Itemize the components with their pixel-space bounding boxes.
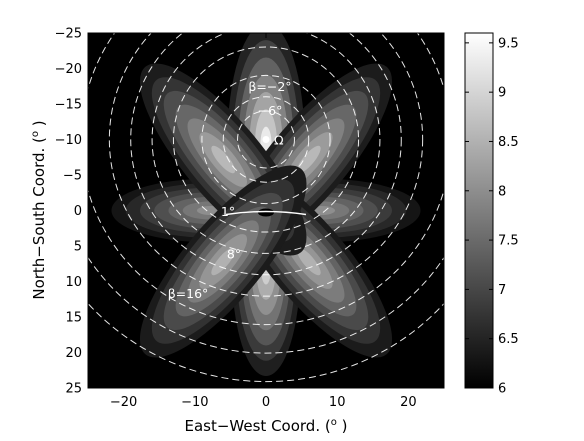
beta-contour bbox=[88, 33, 444, 326]
beta-contour bbox=[222, 96, 310, 183]
x-tick-label: 20 bbox=[400, 395, 417, 410]
y-tick-label: −15 bbox=[55, 98, 82, 113]
y-tick-label: 15 bbox=[65, 311, 82, 326]
lobe-band bbox=[296, 247, 321, 276]
y-axis-ticks: −25 −20 −15 −10 −5 0 5 10 15 20 25 bbox=[55, 27, 444, 397]
solid-contour bbox=[225, 210, 307, 216]
colorbar-ticks: 9.5 9 8.5 8 7.5 7 6.5 6 bbox=[465, 36, 519, 397]
y-axis-label: North−South Coord. (o ) bbox=[30, 120, 48, 299]
colorbar: 9.5 9 8.5 8 7.5 7 6.5 6 bbox=[464, 32, 519, 397]
lobe-band bbox=[296, 145, 321, 174]
y-tick-label: −25 bbox=[55, 27, 82, 42]
y-tick-label: −20 bbox=[55, 62, 82, 77]
contour-label: −6° bbox=[258, 103, 283, 118]
center-notch bbox=[258, 208, 274, 217]
y-tick-label: 5 bbox=[74, 240, 82, 255]
omega-marker bbox=[262, 136, 270, 143]
contour-label: β=−2° bbox=[248, 79, 291, 94]
beta-contour bbox=[108, 33, 424, 297]
x-tick-label: 10 bbox=[329, 395, 346, 410]
beta-contour bbox=[237, 110, 295, 169]
colorbar-tick-label: 6.5 bbox=[498, 332, 519, 347]
beta-contour bbox=[88, 256, 444, 354]
colorbar-tick-label: 7 bbox=[498, 283, 506, 298]
lobe-band bbox=[211, 145, 236, 174]
colorbar-tick-label: 9.5 bbox=[498, 36, 519, 51]
lobe-band bbox=[211, 247, 236, 276]
plot-area: β=−2° −6° 1° 8° β=16° Ω −20 −10 0 10 20 −25 −20 −15… bbox=[55, 27, 445, 410]
beta-contour bbox=[151, 33, 381, 254]
x-axis-ticks: −20 −10 0 10 20 bbox=[110, 33, 417, 410]
contour-label: β=16° bbox=[168, 286, 209, 301]
y-tick-label: 0 bbox=[74, 204, 82, 219]
beta-contour bbox=[88, 302, 444, 383]
y-tick-label: −10 bbox=[55, 133, 82, 148]
y-tick-label: −5 bbox=[63, 169, 82, 184]
x-tick-label: −10 bbox=[181, 395, 208, 410]
colorbar-tick-label: 6 bbox=[498, 382, 506, 397]
x-tick-label: 0 bbox=[262, 395, 270, 410]
contour-label: 1° bbox=[221, 204, 235, 219]
y-tick-label: 25 bbox=[65, 382, 82, 397]
colorbar-gradient bbox=[464, 32, 494, 389]
x-tick-label: −20 bbox=[110, 395, 137, 410]
contour-label: 8° bbox=[227, 246, 241, 261]
y-tick-label: 20 bbox=[65, 346, 82, 361]
colorbar-tick-label: 7.5 bbox=[498, 234, 519, 249]
omega-label: Ω bbox=[274, 133, 284, 148]
contour-annotations: β=−2° −6° 1° 8° β=16° Ω bbox=[168, 79, 292, 301]
colorbar-tick-label: 8.5 bbox=[498, 135, 519, 150]
beta-contour bbox=[201, 74, 331, 205]
heatmap-lobes bbox=[111, 33, 421, 377]
x-axis-label: East−West Coord. (o ) bbox=[185, 417, 348, 435]
beta-contour bbox=[130, 33, 402, 276]
y-tick-label: 10 bbox=[65, 275, 82, 290]
colorbar-tick-label: 8 bbox=[498, 184, 506, 199]
beta-contours bbox=[88, 33, 444, 383]
beta-contour bbox=[172, 46, 360, 233]
colorbar-tick-label: 9 bbox=[498, 86, 506, 101]
